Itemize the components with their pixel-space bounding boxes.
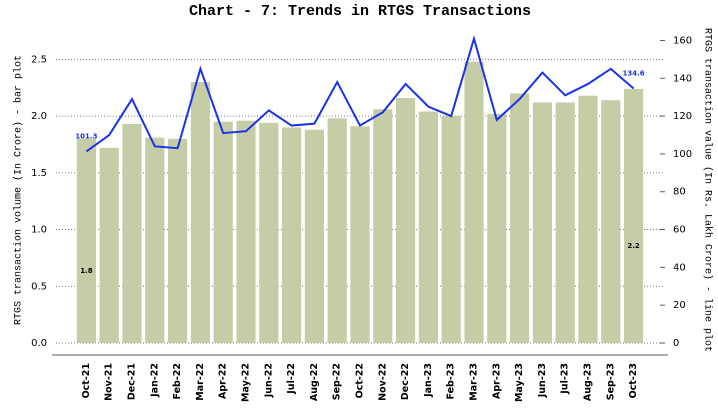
- y-tick-label: 1.5: [31, 168, 47, 179]
- x-tick-label: Jun-22: [263, 363, 274, 398]
- x-tick-label: Feb-22: [172, 363, 183, 400]
- x-tick-label: May-22: [241, 363, 252, 402]
- x-tick-label: May-23: [514, 363, 525, 402]
- bar: [578, 95, 598, 343]
- bar: [601, 100, 621, 343]
- y-tick-label: 2.0: [31, 111, 47, 122]
- bar: [441, 116, 461, 343]
- y2-tick-label: 140: [673, 73, 692, 84]
- x-tick-label: Jun-23: [537, 363, 548, 398]
- bar: [304, 129, 324, 343]
- y-axis-label: RTGS transaction volume (In Crore) - bar…: [13, 55, 25, 325]
- y-tick-label: 2.5: [31, 54, 47, 65]
- y2-tick-label: 160: [673, 35, 692, 46]
- x-tick-label: Nov-21: [104, 363, 115, 401]
- y2-tick-label: 0: [673, 338, 679, 349]
- x-tick-label: Aug-23: [583, 363, 594, 401]
- y2-tick-label: 20: [673, 300, 686, 311]
- y-tick-label: 0.5: [31, 281, 47, 292]
- bar: [532, 102, 552, 343]
- bar: [464, 61, 484, 344]
- bar: [213, 121, 233, 343]
- x-tick-label: Nov-22: [377, 363, 388, 401]
- bar: [418, 111, 438, 343]
- x-tick-label: Jul-23: [560, 363, 571, 395]
- bar: [350, 126, 370, 343]
- y2-tick-label: 120: [673, 111, 692, 122]
- x-tick-label: Oct-23: [628, 363, 639, 398]
- bar: [282, 127, 302, 343]
- bar: [555, 102, 575, 343]
- x-tick-label: Apr-23: [491, 363, 502, 399]
- bar: [327, 118, 347, 343]
- x-tick-label: Jan-22: [149, 363, 160, 398]
- bar: [510, 93, 530, 344]
- line: [85, 34, 635, 153]
- bar: [236, 120, 256, 343]
- x-tick-label: Oct-22: [355, 363, 366, 398]
- y2-tick-label: 80: [673, 187, 686, 198]
- bar: [99, 147, 119, 343]
- x-tick-label: Dec-22: [400, 363, 411, 400]
- x-tick-label: Feb-23: [446, 363, 457, 400]
- y2-axis-label: RTGS transaction value (In Rs. Lakh Cror…: [701, 28, 713, 352]
- x-tick-label: Dec-21: [127, 363, 138, 400]
- bar: [487, 113, 507, 344]
- bar-value-label: 1.8: [80, 267, 93, 275]
- y2-tick-label: 60: [673, 225, 686, 236]
- x-tick-label: Mar-22: [195, 363, 206, 401]
- x-tick-label: Jul-22: [286, 363, 297, 395]
- x-tick-label: Sep-22: [332, 363, 343, 400]
- bar: [624, 88, 644, 343]
- bar: [373, 109, 393, 344]
- x-tick-label: Oct-21: [81, 363, 92, 398]
- y-tick-label: 0.0: [31, 338, 47, 349]
- x-tick-label: Sep-23: [605, 363, 616, 400]
- y-tick-label: 1.0: [31, 225, 47, 236]
- bar: [168, 138, 188, 343]
- bar: [190, 82, 210, 344]
- bar: [122, 124, 142, 343]
- chart-title: Chart - 7: Trends in RTGS Transactions: [189, 3, 531, 20]
- line-value-label: 101.3: [75, 132, 97, 140]
- x-tick-label: Aug-22: [309, 363, 320, 401]
- bar: [76, 138, 96, 343]
- bar-value-label: 2.2: [627, 242, 640, 250]
- x-tick-label: Jan-23: [423, 363, 434, 398]
- x-tick-label: Mar-23: [469, 363, 480, 401]
- x-tick-label: Apr-22: [218, 363, 229, 399]
- bar: [259, 122, 279, 343]
- bar: [145, 137, 165, 343]
- bar: [396, 97, 416, 344]
- line-value-label: 134.6: [623, 69, 645, 77]
- y2-tick-label: 100: [673, 149, 692, 160]
- y2-tick-label: 40: [673, 262, 686, 273]
